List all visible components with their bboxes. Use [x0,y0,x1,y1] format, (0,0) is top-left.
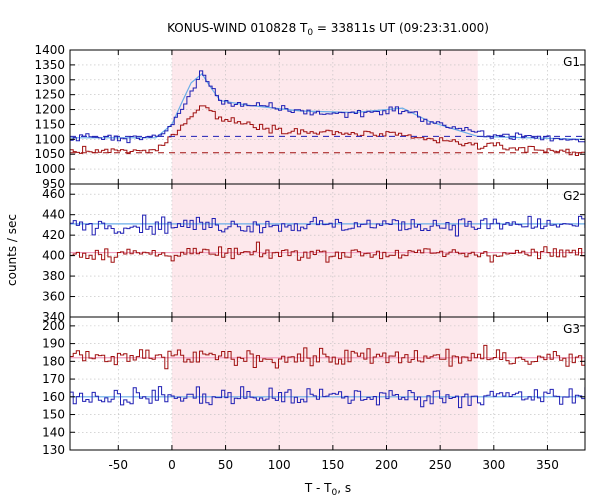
y-tick-label: 440 [42,208,65,222]
panel-label-G1: G1 [563,55,580,69]
y-tick-label: 150 [42,408,65,422]
y-tick-label: 170 [42,372,65,386]
y-tick-label: 140 [42,425,65,439]
x-tick-label: 350 [536,458,559,472]
y-tick-label: 400 [42,249,65,263]
y-tick-label: 950 [42,177,65,191]
y-tick-label: 1350 [34,58,65,72]
x-tick-label: 200 [375,458,398,472]
shaded-interval-G3 [171,317,478,450]
shaded-interval-G2 [171,184,478,317]
y-axis-label: counts / sec [5,214,19,286]
x-tick-label: -50 [108,458,128,472]
series-red-G1 [70,105,586,156]
y-tick-label: 1100 [34,132,65,146]
series-blue-G2 [70,214,586,237]
data-layer [70,70,586,409]
y-tick-label: 200 [42,319,65,333]
x-tick-label: 150 [321,458,344,472]
chart-title: KONUS-WIND 010828 T0 = 33811s UT (09:23:… [167,21,489,38]
x-axis-label: T - T0, s [304,481,351,498]
y-tick-label: 1300 [34,73,65,87]
y-tick-label: 1200 [34,103,65,117]
series-red-G2 [70,241,586,263]
y-tick-label: 1150 [34,117,65,131]
frame-layer [69,49,586,451]
y-tick-label: 1250 [34,88,65,102]
x-tick-label: 300 [482,458,505,472]
shaded-interval-G1 [171,50,478,184]
panel-label-G2: G2 [563,189,580,203]
y-tick-label: 1050 [34,147,65,161]
panel-label-G3: G3 [563,322,580,336]
y-tick-label: 130 [42,443,65,457]
y-tick-label: 190 [42,337,65,351]
y-tick-label: 360 [42,290,65,304]
shaded-interval-layer [171,50,478,450]
y-tick-label: 340 [42,310,65,324]
series-red-G3 [70,344,586,370]
x-tick-label: 0 [168,458,176,472]
y-tick-label: 180 [42,354,65,368]
y-tick-label: 420 [42,228,65,242]
x-tick-label: 100 [268,458,291,472]
y-tick-label: 460 [42,187,65,201]
text-layer: 950100010501100115012001250130013501400G… [34,43,580,472]
y-tick-label: 1000 [34,162,65,176]
series-blue-G1 [70,70,586,144]
series-blue-G3 [70,386,586,409]
y-tick-label: 380 [42,269,65,283]
x-tick-label: 50 [218,458,233,472]
y-tick-label: 1400 [34,43,65,57]
panel-frame-G3 [69,316,586,451]
x-tick-label: 250 [429,458,452,472]
y-tick-label: 160 [42,390,65,404]
